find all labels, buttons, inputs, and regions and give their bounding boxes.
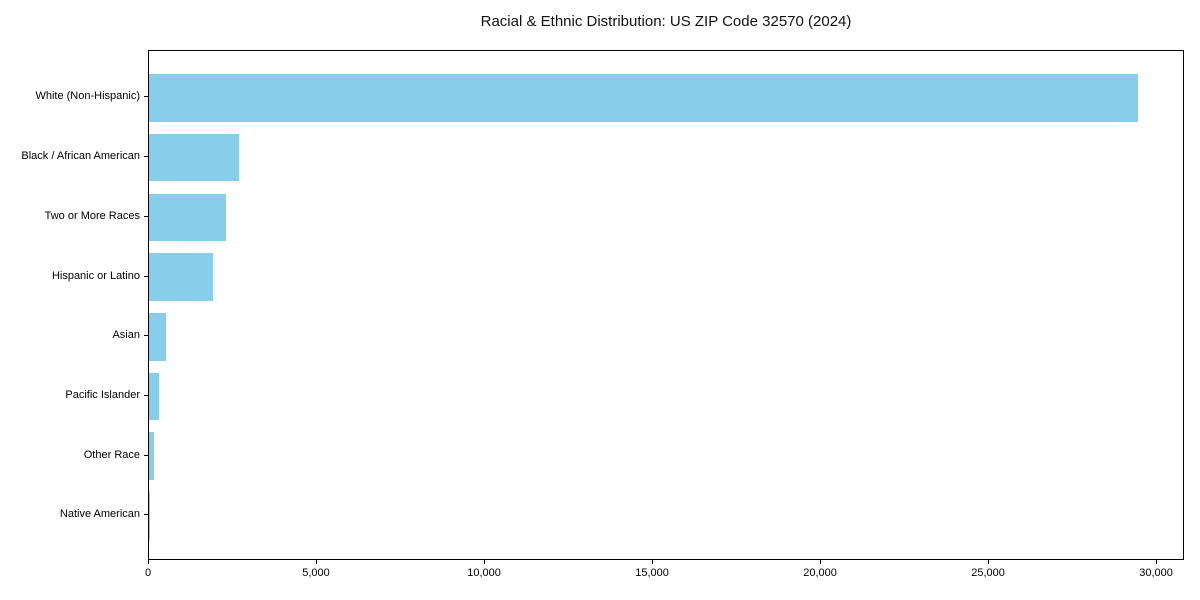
x-tick-label: 30,000 [1139, 567, 1173, 579]
x-tick-label: 25,000 [971, 567, 1005, 579]
y-axis-label: Two or More Races [44, 209, 140, 222]
bar-black-african-american [149, 133, 240, 182]
bar-native-american [149, 492, 150, 540]
y-tick-mark [144, 335, 148, 337]
x-tick-label: 10,000 [467, 567, 501, 579]
x-tick-mark [484, 560, 486, 564]
y-tick-mark [144, 514, 148, 516]
x-tick-mark [316, 560, 318, 564]
x-tick-label: 15,000 [635, 567, 669, 579]
y-tick-mark [144, 96, 148, 98]
y-axis-label: Asian [112, 329, 140, 342]
bar-hispanic-or-latino [149, 253, 213, 301]
x-tick-mark [148, 560, 149, 564]
bar-asian [149, 313, 166, 361]
bar-white-non-hispanic [149, 74, 1138, 122]
x-tick-label: 20,000 [803, 567, 837, 579]
y-axis-label: Other Race [83, 448, 140, 461]
x-tick-label: 5,000 [302, 567, 330, 579]
x-tick-mark [1156, 560, 1158, 564]
y-axis-label: Black / African American [21, 150, 140, 163]
y-tick-mark [144, 156, 148, 158]
y-tick-mark [144, 215, 148, 217]
bar-pacific-islander [149, 372, 160, 421]
bar-two-or-more-races [149, 193, 226, 242]
y-tick-mark [144, 394, 148, 396]
chart-title: Racial & Ethnic Distribution: US ZIP Cod… [480, 13, 852, 30]
bar-other-race [149, 432, 155, 480]
x-tick-mark [988, 560, 990, 564]
y-axis-label: White (Non-Hispanic) [35, 90, 140, 103]
plot-area [148, 50, 1184, 560]
x-tick-mark [820, 560, 822, 564]
x-tick-label: 0 [144, 567, 152, 579]
y-tick-mark [144, 454, 148, 456]
y-axis-label: Native American [59, 508, 140, 521]
y-tick-mark [144, 275, 148, 277]
y-axis-label: Pacific Islander [65, 388, 140, 401]
y-axis-label: Hispanic or Latino [51, 269, 140, 282]
x-tick-mark [652, 560, 654, 564]
